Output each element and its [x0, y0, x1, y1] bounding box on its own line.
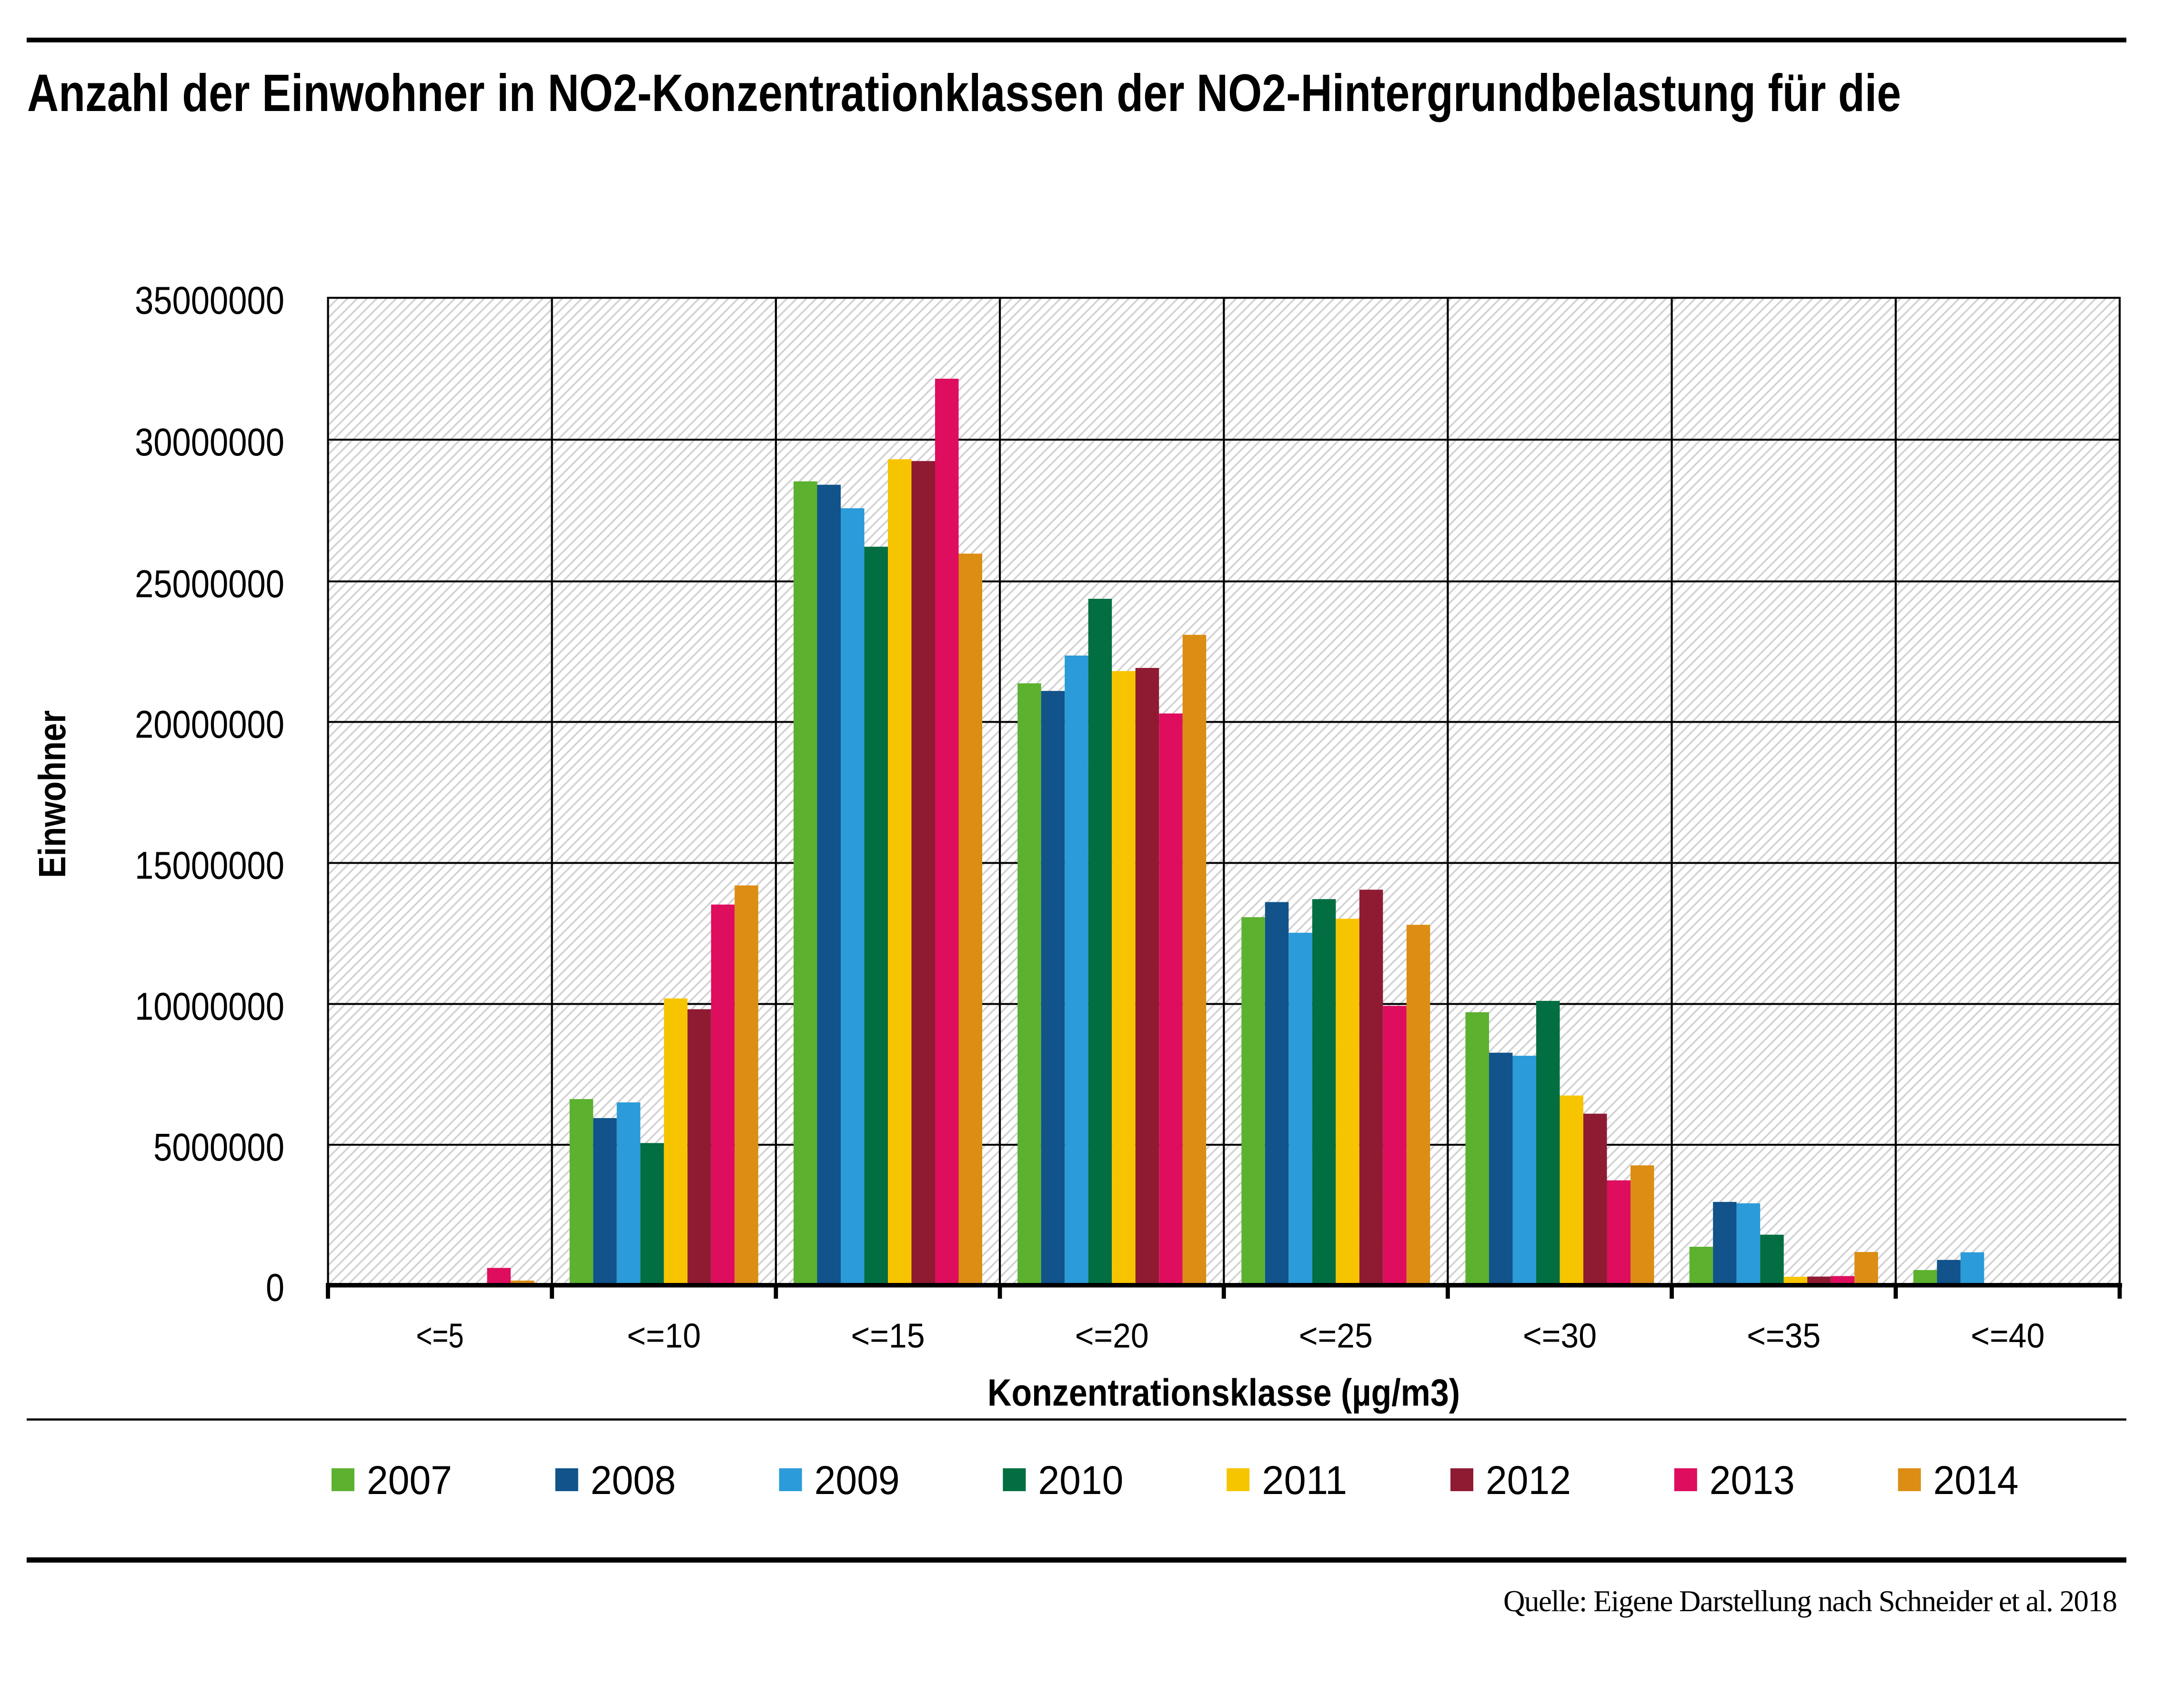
svg-text:0: 0	[266, 1266, 284, 1310]
svg-text:<=20: <=20	[1075, 1317, 1149, 1355]
svg-text:Konzentrationsklasse (µg/m3): Konzentrationsklasse (µg/m3)	[987, 1372, 1460, 1414]
svg-text:2013: 2013	[1710, 1458, 1795, 1503]
svg-text:35000000: 35000000	[135, 279, 284, 323]
svg-text:2010: 2010	[1038, 1458, 1123, 1503]
svg-text:<=25: <=25	[1299, 1317, 1373, 1355]
svg-text:<=40: <=40	[1971, 1317, 2044, 1355]
svg-text:5000000: 5000000	[153, 1126, 284, 1169]
svg-text:2014: 2014	[1933, 1458, 2019, 1503]
svg-text:2007: 2007	[367, 1458, 452, 1503]
svg-text:<=35: <=35	[1747, 1317, 1821, 1355]
svg-text:2009: 2009	[815, 1458, 900, 1503]
svg-text:2012: 2012	[1486, 1458, 1571, 1503]
svg-text:<=10: <=10	[627, 1317, 701, 1355]
svg-text:25000000: 25000000	[135, 563, 284, 606]
svg-text:30000000: 30000000	[135, 421, 284, 464]
svg-text:10000000: 10000000	[135, 985, 284, 1029]
svg-text:20000000: 20000000	[135, 703, 284, 747]
svg-text:<=15: <=15	[851, 1317, 925, 1355]
svg-text:Einwohner: Einwohner	[31, 710, 73, 878]
svg-text:Anzahl der Einwohner in NO2-Ko: Anzahl der Einwohner in NO2-Konzentratio…	[27, 64, 1901, 122]
svg-text:<=5: <=5	[416, 1317, 464, 1355]
svg-text:15000000: 15000000	[135, 844, 284, 888]
svg-text:Quelle: Eigene Darstellung nac: Quelle: Eigene Darstellung nach Schneide…	[1503, 1585, 2117, 1618]
svg-text:2011: 2011	[1262, 1458, 1347, 1503]
svg-text:<=30: <=30	[1523, 1317, 1597, 1355]
svg-text:2008: 2008	[591, 1458, 676, 1503]
